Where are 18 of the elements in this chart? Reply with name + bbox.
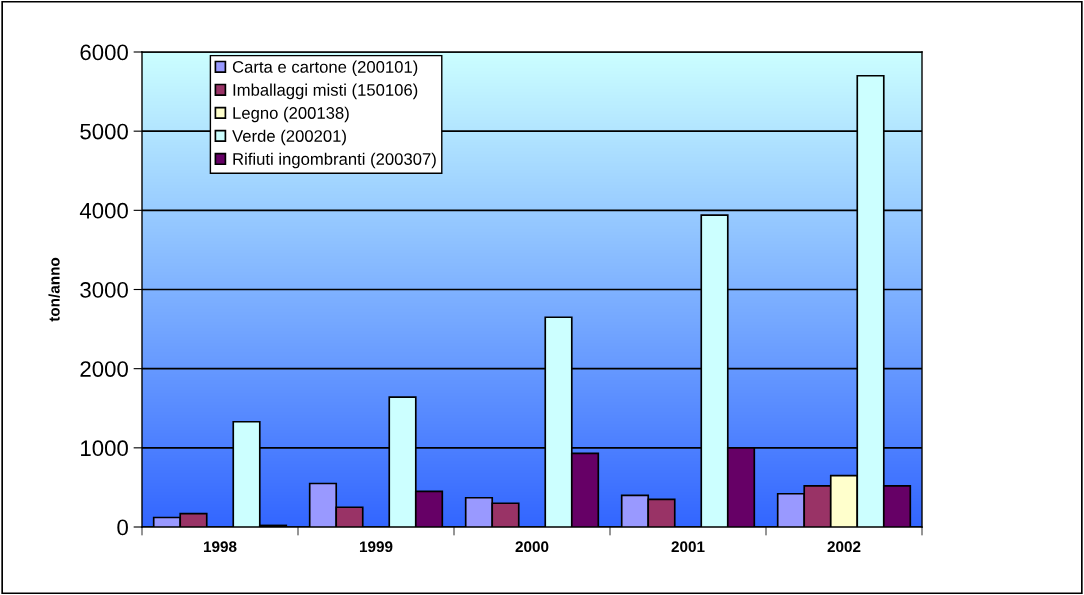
legend-label: Carta e cartone (200101) xyxy=(232,60,418,77)
y-tick-label: 2000 xyxy=(80,361,128,377)
legend-label: Imballaggi misti (150106) xyxy=(233,83,418,100)
y-tick-label: 0 xyxy=(117,519,128,536)
x-tick-label: 2002 xyxy=(827,541,861,553)
legend-label: Verde (200201) xyxy=(232,129,346,146)
x-tick-label: 2001 xyxy=(671,541,705,553)
y-tick-label: 4000 xyxy=(79,202,128,219)
y-tick-label: 5000 xyxy=(80,123,128,140)
x-tick-label: 1998 xyxy=(203,541,237,553)
legend-label: Rifiuti ingombranti (200307) xyxy=(233,152,436,169)
x-tick-label: 2000 xyxy=(515,541,549,553)
legend-label: Legno (200138) xyxy=(233,106,349,123)
y-tick-label: 1000 xyxy=(81,440,128,457)
x-tick-label: 1999 xyxy=(359,541,393,553)
y-tick-label: 6000 xyxy=(80,44,128,61)
y-axis-title: ton/anno xyxy=(48,257,60,322)
y-tick-label: 3000 xyxy=(80,282,128,298)
